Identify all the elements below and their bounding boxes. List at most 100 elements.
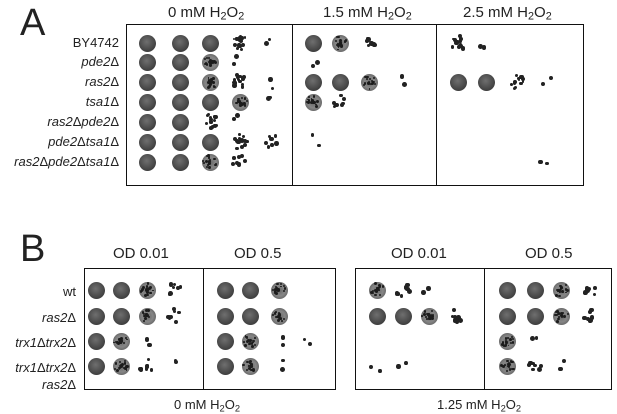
panel-b-strain-label: ras2Δ (42, 309, 76, 326)
label-fragment: Δ (77, 134, 86, 149)
label-fragment: Δ (36, 335, 46, 350)
colony-speck (145, 285, 148, 288)
colony-speck (378, 289, 380, 291)
colony-speck (118, 366, 122, 370)
colony-speck (501, 341, 504, 344)
colony-dot (236, 162, 242, 167)
colony-dot (315, 60, 321, 66)
panel-a-plate (126, 24, 584, 186)
colony-dot (341, 101, 345, 105)
colony-dot (517, 77, 521, 81)
colony-speck (276, 315, 279, 319)
panel-b-right-divider (484, 268, 486, 390)
colony-dot (237, 78, 241, 81)
colony-lawn (241, 281, 259, 299)
colony-speck (244, 97, 247, 100)
colony-lawn (477, 73, 495, 91)
colony-speck (511, 367, 515, 371)
colony-speck (426, 317, 429, 320)
colony-dot (268, 77, 273, 82)
colony-dot (171, 285, 176, 290)
colony-speck (431, 313, 435, 317)
colony-speck (125, 369, 128, 371)
colony-speck (244, 335, 247, 337)
colony-speck (367, 82, 370, 85)
colony-speck (505, 342, 508, 345)
colony-speck (114, 362, 118, 365)
colony-speck (504, 363, 507, 366)
colony-lawn (138, 53, 156, 71)
colony-speck (556, 310, 560, 314)
colony-dot (267, 135, 271, 139)
colony-speck (564, 283, 567, 287)
colony-dot (232, 37, 236, 41)
colony-speck (213, 60, 218, 64)
colony-speck (566, 313, 569, 316)
colony-speck (336, 35, 339, 38)
colony-speck (213, 157, 216, 160)
colony-dot (592, 292, 596, 296)
colony-lawn (216, 332, 234, 350)
colony-speck (279, 316, 283, 320)
colony-speck (363, 82, 367, 85)
colony-dot (235, 113, 241, 119)
panel-a-header-0mm: 0 mM H2O2 (168, 4, 245, 23)
colony-lawn (171, 34, 189, 52)
panel-b-strain-label: wt (63, 283, 76, 300)
colony-speck (366, 78, 369, 80)
colony-dot (235, 47, 239, 51)
colony-dot (168, 314, 174, 320)
colony-dot (232, 78, 237, 82)
colony-speck (245, 368, 249, 371)
colony-speck (339, 39, 343, 43)
colony-dot (538, 364, 543, 369)
colony-speck (252, 340, 255, 343)
colony-dot (584, 286, 590, 291)
colony-speck (250, 363, 253, 367)
colony-speck (247, 366, 251, 370)
colony-speck (240, 96, 243, 99)
colony-speck (208, 62, 212, 66)
colony-speck (203, 162, 205, 164)
colony-dot (334, 102, 339, 107)
colony-dot (589, 307, 594, 313)
colony-speck (147, 316, 150, 319)
colony-dot (520, 76, 525, 81)
colony-speck (118, 364, 122, 368)
label-line: trx1Δtrx2Δ (15, 334, 76, 351)
colony-speck (562, 314, 566, 318)
colony-dot (587, 318, 592, 323)
colony-dot (459, 37, 463, 41)
colony-dot (452, 38, 457, 43)
colony-speck (557, 289, 560, 292)
colony-dot (279, 367, 285, 373)
label-fragment: Δ (110, 54, 119, 69)
colony-speck (246, 360, 249, 364)
colony-dot (593, 286, 597, 291)
panel-a-header-2-5mm: 2.5 mM H2O2 (463, 4, 552, 23)
colony-dot (234, 139, 239, 143)
colony-speck (249, 362, 251, 365)
colony-speck (250, 365, 253, 368)
colony-dot (538, 159, 544, 165)
colony-dot (512, 86, 517, 91)
colony-lawn (304, 34, 322, 52)
colony-speck (512, 337, 515, 340)
colony-dot (239, 154, 244, 159)
colony-dot (340, 103, 345, 108)
colony-speck (118, 337, 122, 341)
colony-dot (174, 360, 179, 365)
colony-speck (314, 103, 317, 106)
colony-lawn (201, 133, 219, 151)
colony-dot (451, 308, 457, 313)
colony-lawn (216, 307, 234, 325)
colony-speck (378, 285, 382, 288)
colony-dot (242, 74, 246, 79)
colony-speck (429, 314, 432, 317)
colony-speck (276, 282, 279, 286)
label-fragment: tsa1 (85, 134, 111, 149)
label-fragment: ras2 (14, 154, 40, 169)
colony-speck (507, 344, 510, 347)
colony-speck (281, 319, 283, 322)
colony-dot (234, 160, 240, 165)
